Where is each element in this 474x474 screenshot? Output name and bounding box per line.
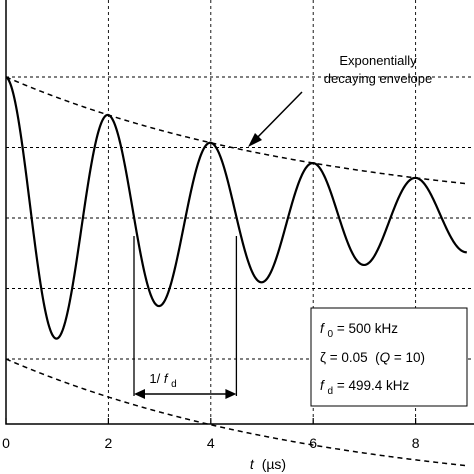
param-f0-value: = 500 kHz	[337, 321, 398, 336]
envelope-label-line1: Exponentially	[339, 53, 417, 68]
envelope-curves	[5, 76, 467, 467]
period-label-prefix: 1/	[149, 371, 160, 386]
param-q-value: = 10)	[390, 350, 425, 365]
period-label-sub: d	[171, 379, 177, 390]
x-tick-label-4: 8	[412, 435, 420, 451]
envelope-upper	[5, 76, 467, 185]
param-f0-sub: 0	[328, 329, 334, 340]
period-arrow-head-left	[134, 389, 145, 399]
param-zeta: ζ = 0.05 (Q = 10)	[320, 350, 425, 365]
envelope-arrow-shaft	[251, 91, 303, 144]
param-fd-value: = 499.4 kHz	[337, 378, 410, 393]
param-f0: f 0 = 500 kHz	[320, 321, 398, 340]
param-zeta-var: ζ	[320, 350, 326, 365]
plot-frame	[5, 0, 474, 425]
x-tick-label-1: 2	[105, 435, 113, 451]
period-label: 1/ f d	[149, 371, 176, 390]
x-tick-label-2: 4	[207, 435, 215, 451]
period-label-var: f	[164, 371, 169, 386]
param-fd-sub: d	[328, 386, 334, 397]
period-arrow-head-right	[225, 389, 237, 399]
x-axis-ticks: 0 2 4 6 8	[2, 418, 420, 451]
param-f0-var: f	[320, 321, 325, 336]
x-tick-label-3: 6	[309, 435, 317, 451]
series-line-damped-signal	[5, 76, 468, 340]
x-axis-label-unit: (µs)	[262, 456, 286, 472]
x-axis-label: t (µs)	[250, 456, 286, 472]
x-tick-label-0: 0	[2, 435, 10, 451]
x-axis-label-var: t	[250, 456, 255, 472]
grid-lines	[5, 0, 474, 424]
params-box	[310, 307, 468, 407]
envelope-arrow-head	[248, 133, 262, 147]
envelope-label-line2: decaying envelope	[324, 71, 432, 86]
envelope-lower	[5, 358, 467, 467]
param-fd: f d = 499.4 kHz	[320, 378, 410, 397]
param-fd-var: f	[320, 378, 325, 393]
param-q-var: Q	[380, 350, 391, 365]
param-zeta-value: = 0.05 (	[326, 350, 380, 365]
period-marker	[133, 236, 238, 399]
